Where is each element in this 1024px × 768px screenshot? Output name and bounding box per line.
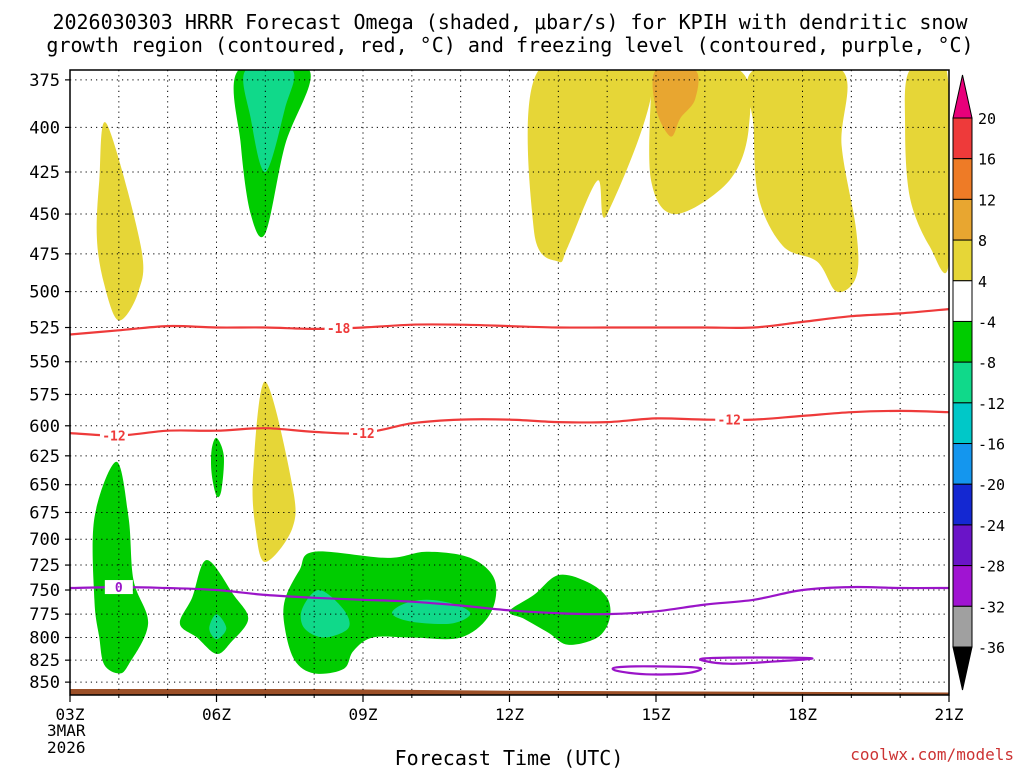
y-tick-label: 750 — [29, 581, 60, 601]
colorbar: 20 16 12 8 4 -4 -8 -12 -16 -20 -24 -28 -32 -36 — [952, 74, 1005, 691]
colorbar-swatch — [952, 158, 973, 200]
contour-label-bg — [349, 426, 377, 441]
dendritic-minus-12-line — [70, 409, 949, 437]
colorbar-label: -8 — [978, 354, 996, 372]
y-tick-label: 400 — [29, 118, 60, 138]
y-tick-label: 675 — [29, 503, 60, 523]
chart-title-line2: growth region (contoured, red, °C) and f… — [46, 33, 973, 57]
omega-neg-c-region — [92, 461, 149, 674]
colorbar-swatch — [952, 605, 973, 648]
colorbar-swatch — [952, 565, 973, 607]
y-axis: 375 400 425 450 475 500 525 550 575 600 625 650 675 7… — [29, 71, 70, 693]
colorbar-swatch — [952, 117, 973, 160]
colorbar-swatch — [952, 443, 973, 485]
omega-shading — [92, 70, 949, 674]
colorbar-label: 12 — [978, 191, 996, 209]
x-tick-label: 09Z — [349, 705, 378, 724]
colorbar-swatch — [952, 483, 973, 526]
y-tick-label: 725 — [29, 556, 60, 576]
omega-mid-a-region — [243, 70, 295, 173]
y-tick-label: 825 — [29, 651, 60, 671]
colorbar-swatch — [952, 280, 973, 322]
x-axis: 03Z 06Z 09Z 12Z 15Z 18Z 21Z — [56, 695, 964, 724]
freezing-level-closed-1-line — [611, 665, 703, 676]
colorbar-label: -32 — [978, 598, 1005, 616]
x-tick-label: 03Z — [56, 705, 85, 724]
contour-lines — [70, 308, 949, 676]
omega-pos-a-region — [96, 122, 144, 321]
freezing-level-closed-2-line — [699, 656, 814, 665]
contour-label-bg — [104, 580, 133, 595]
omega-pos-c-region — [527, 70, 653, 263]
colorbar-swatch — [952, 524, 973, 567]
contour-label-bg — [324, 321, 353, 336]
y-tick-label: 375 — [29, 71, 60, 91]
contour-label-bg — [715, 412, 744, 427]
colorbar-swatch — [952, 361, 973, 404]
y-tick-label: 450 — [29, 205, 60, 225]
colorbar-label: -24 — [978, 517, 1005, 535]
y-tick-label: 575 — [29, 385, 60, 405]
colorbar-swatch — [952, 320, 973, 363]
colorbar-swatch — [952, 239, 973, 282]
colorbar-label: 8 — [978, 232, 987, 250]
x-start-year: 2026 — [47, 738, 86, 757]
y-tick-label: 525 — [29, 319, 60, 339]
y-tick-label: 625 — [29, 447, 60, 467]
omega-pos-e-region — [746, 70, 859, 293]
colorbar-label: 20 — [978, 110, 996, 128]
y-tick-label: 550 — [29, 353, 60, 373]
chart-title-line1: 2026030303 HRRR Forecast Omega (shaded, … — [52, 10, 968, 34]
colorbar-swatch — [952, 198, 973, 241]
omega-neg-f-region — [509, 574, 611, 645]
x-tick-label: 15Z — [642, 705, 671, 724]
colorbar-label: 16 — [978, 151, 996, 169]
terrain-layer — [70, 689, 949, 695]
x-tick-label: 06Z — [202, 705, 231, 724]
contour-label: 0 — [115, 581, 123, 596]
x-tick-label: 12Z — [495, 705, 524, 724]
colorbar-label: -36 — [978, 639, 1005, 657]
contour-label: -12 — [718, 414, 741, 429]
y-tick-label: 650 — [29, 476, 60, 496]
y-tick-label: 850 — [29, 673, 60, 693]
y-tick-label: 800 — [29, 629, 60, 649]
dendritic-minus-18-line — [70, 308, 949, 336]
colorbar-label: -4 — [978, 313, 996, 331]
contour-labels: -18 -12 -12 -12 0 — [99, 321, 744, 596]
omega-pos-f-region — [904, 70, 949, 273]
credit-text: coolwx.com/models — [850, 745, 1014, 764]
contour-label: -18 — [327, 322, 351, 337]
colorbar-top-triangle — [952, 74, 973, 119]
omega-mid-b-region — [209, 614, 227, 640]
omega-neg-b-region — [211, 437, 224, 498]
y-tick-label: 700 — [29, 530, 60, 550]
colorbar-label: 4 — [978, 273, 987, 291]
contour-label-bg — [99, 428, 128, 443]
x-axis-label: Forecast Time (UTC) — [395, 746, 624, 768]
freezing-level-0-line — [70, 585, 949, 616]
y-tick-label: 475 — [29, 245, 60, 265]
colorbar-bottom-triangle — [952, 646, 973, 691]
colorbar-label: -16 — [978, 436, 1005, 454]
y-tick-label: 500 — [29, 283, 60, 303]
y-tick-label: 775 — [29, 605, 60, 625]
omega-pos-b-region — [252, 381, 296, 562]
x-tick-label: 21Z — [935, 705, 964, 724]
omega-neg-e-region — [283, 551, 497, 674]
omega-pos-g-region — [652, 70, 699, 137]
contour-label: -12 — [351, 427, 374, 442]
colorbar-swatch — [952, 402, 973, 445]
terrain-ground — [70, 689, 949, 695]
y-tick-label: 600 — [29, 417, 60, 437]
y-tick-label: 425 — [29, 163, 60, 183]
colorbar-label: -28 — [978, 558, 1005, 576]
contour-label: -12 — [102, 429, 125, 444]
colorbar-label: -20 — [978, 476, 1005, 494]
colorbar-label: -12 — [978, 395, 1005, 413]
x-tick-label: 18Z — [788, 705, 817, 724]
x-start-date: 3MAR — [47, 721, 86, 740]
omega-neg-d-region — [179, 559, 249, 654]
